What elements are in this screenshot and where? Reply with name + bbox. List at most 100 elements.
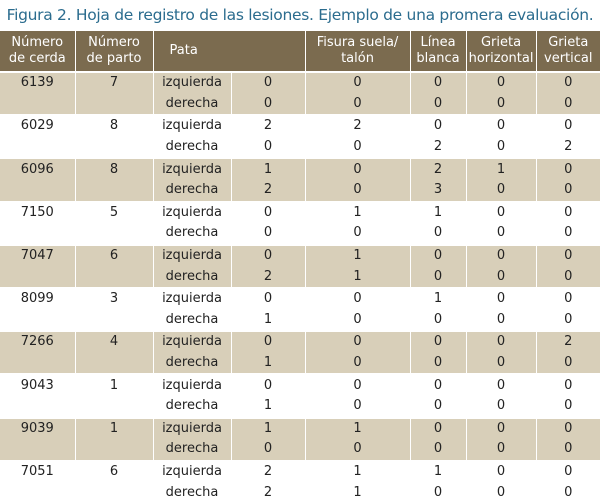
pata-cell: izquierda xyxy=(153,114,232,137)
table-row: 9039 1 izquierda 1 1 0 0 0 xyxy=(0,416,600,440)
header-pata: Pata xyxy=(153,31,306,72)
linea-blanca-value: 1 xyxy=(410,286,467,310)
erosion-value: 2 xyxy=(231,114,306,137)
linea-blanca-value: 0 xyxy=(410,439,467,461)
fisura-value: 0 xyxy=(305,71,411,94)
header-fisura: Fisura suela/talón xyxy=(305,31,411,72)
grieta-vertical-value: 0 xyxy=(536,286,600,310)
erosion-value: 0 xyxy=(231,373,306,396)
numero-parto-cell: 3 xyxy=(75,286,154,310)
fisura-value: 0 xyxy=(305,352,411,375)
numero-cerda-cell xyxy=(0,93,76,116)
fisura-value: 0 xyxy=(305,439,411,461)
table-row: derecha 0 0 2 0 2 xyxy=(0,136,600,159)
pata-cell: izquierda xyxy=(153,157,232,180)
table-body: 6139 7 izquierda 0 0 0 0 0 derecha 0 0 0 0 0 6029 8 izqu… xyxy=(0,71,600,503)
grieta-vertical-value: 0 xyxy=(536,223,600,245)
linea-blanca-value: 0 xyxy=(410,395,467,418)
linea-blanca-value: 0 xyxy=(410,373,467,396)
grieta-horizontal-value: 0 xyxy=(466,286,537,310)
fisura-value: 1 xyxy=(305,266,411,288)
numero-parto-cell: 7 xyxy=(75,71,154,94)
numero-cerda-cell: 6139 xyxy=(0,71,76,94)
erosion-value: 0 xyxy=(231,330,306,353)
grieta-horizontal-value: 0 xyxy=(466,330,537,353)
numero-parto-cell xyxy=(75,352,154,375)
table-row: derecha 2 0 3 0 0 xyxy=(0,179,600,202)
grieta-horizontal-value: 0 xyxy=(466,93,537,116)
numero-cerda-cell xyxy=(0,266,76,288)
numero-cerda-cell xyxy=(0,136,76,159)
fisura-value: 0 xyxy=(305,157,411,180)
lesion-record-table: Número de cerda Número de parto Pata Fisur… xyxy=(0,31,600,503)
grieta-vertical-value: 0 xyxy=(536,439,600,461)
erosion-value: 0 xyxy=(231,439,306,461)
table-row: 7051 6 izquierda 2 1 1 0 0 xyxy=(0,459,600,483)
grieta-vertical-value: 0 xyxy=(536,114,600,137)
grieta-vertical-value: 0 xyxy=(536,309,600,332)
table-row: derecha 2 1 0 0 0 xyxy=(0,266,600,288)
numero-parto-cell: 8 xyxy=(75,114,154,137)
erosion-value: 1 xyxy=(231,309,306,332)
grieta-horizontal-value: 0 xyxy=(466,439,537,461)
fisura-value: 1 xyxy=(305,200,411,224)
numero-cerda-cell: 8099 xyxy=(0,286,76,310)
linea-blanca-value: 3 xyxy=(410,179,467,202)
pata-cell: izquierda xyxy=(153,71,232,94)
grieta-vertical-value: 0 xyxy=(536,243,600,267)
grieta-horizontal-value: 0 xyxy=(466,179,537,202)
erosion-value: 0 xyxy=(231,223,306,245)
grieta-vertical-value: 0 xyxy=(536,459,600,483)
fisura-value: 0 xyxy=(305,179,411,202)
numero-parto-cell: 6 xyxy=(75,459,154,483)
grieta-horizontal-value: 0 xyxy=(466,416,537,440)
fisura-value: 1 xyxy=(305,243,411,267)
grieta-horizontal-value: 1 xyxy=(466,157,537,180)
pata-cell: izquierda xyxy=(153,200,232,224)
grieta-vertical-value: 0 xyxy=(536,71,600,94)
numero-cerda-cell xyxy=(0,179,76,202)
linea-blanca-value: 0 xyxy=(410,223,467,245)
linea-blanca-value: 0 xyxy=(410,266,467,288)
erosion-value: 0 xyxy=(231,286,306,310)
table-row: 7047 6 izquierda 0 1 0 0 0 xyxy=(0,243,600,267)
fisura-value: 1 xyxy=(305,482,411,503)
linea-blanca-value: 2 xyxy=(410,157,467,180)
grieta-horizontal-value: 0 xyxy=(466,352,537,375)
linea-blanca-value: 0 xyxy=(410,416,467,440)
grieta-vertical-value: 2 xyxy=(536,330,600,353)
linea-blanca-value: 0 xyxy=(410,352,467,375)
fisura-value: 1 xyxy=(305,459,411,483)
erosion-value: 0 xyxy=(231,200,306,224)
numero-parto-cell xyxy=(75,439,154,461)
table-header: Número de cerda Número de parto Pata Fisur… xyxy=(0,31,600,72)
table-row: derecha 0 0 0 0 0 xyxy=(0,223,600,245)
table-row: 6139 7 izquierda 0 0 0 0 0 xyxy=(0,71,600,94)
pata-cell: izquierda xyxy=(153,286,232,310)
numero-parto-cell xyxy=(75,395,154,418)
numero-parto-cell: 6 xyxy=(75,243,154,267)
pata-cell: derecha xyxy=(153,352,232,375)
pata-cell: derecha xyxy=(153,482,232,503)
fisura-value: 0 xyxy=(305,373,411,396)
numero-cerda-cell: 7047 xyxy=(0,243,76,267)
numero-parto-cell xyxy=(75,136,154,159)
grieta-horizontal-value: 0 xyxy=(466,373,537,396)
table-row: 8099 3 izquierda 0 0 1 0 0 xyxy=(0,286,600,310)
grieta-vertical-value: 0 xyxy=(536,157,600,180)
table-row: derecha 1 0 0 0 0 xyxy=(0,352,600,375)
grieta-horizontal-value: 0 xyxy=(466,266,537,288)
grieta-vertical-value: 0 xyxy=(536,395,600,418)
fisura-value: 1 xyxy=(305,416,411,440)
erosion-value: 0 xyxy=(231,136,306,159)
table-row: 6096 8 izquierda 1 0 2 1 0 xyxy=(0,157,600,180)
numero-cerda-cell: 6029 xyxy=(0,114,76,137)
numero-cerda-cell xyxy=(0,439,76,461)
pata-cell: izquierda xyxy=(153,373,232,396)
erosion-value: 1 xyxy=(231,416,306,440)
grieta-horizontal-value: 0 xyxy=(466,459,537,483)
pata-cell: derecha xyxy=(153,179,232,202)
grieta-horizontal-value: 0 xyxy=(466,136,537,159)
pata-cell: derecha xyxy=(153,395,232,418)
numero-cerda-cell xyxy=(0,482,76,503)
